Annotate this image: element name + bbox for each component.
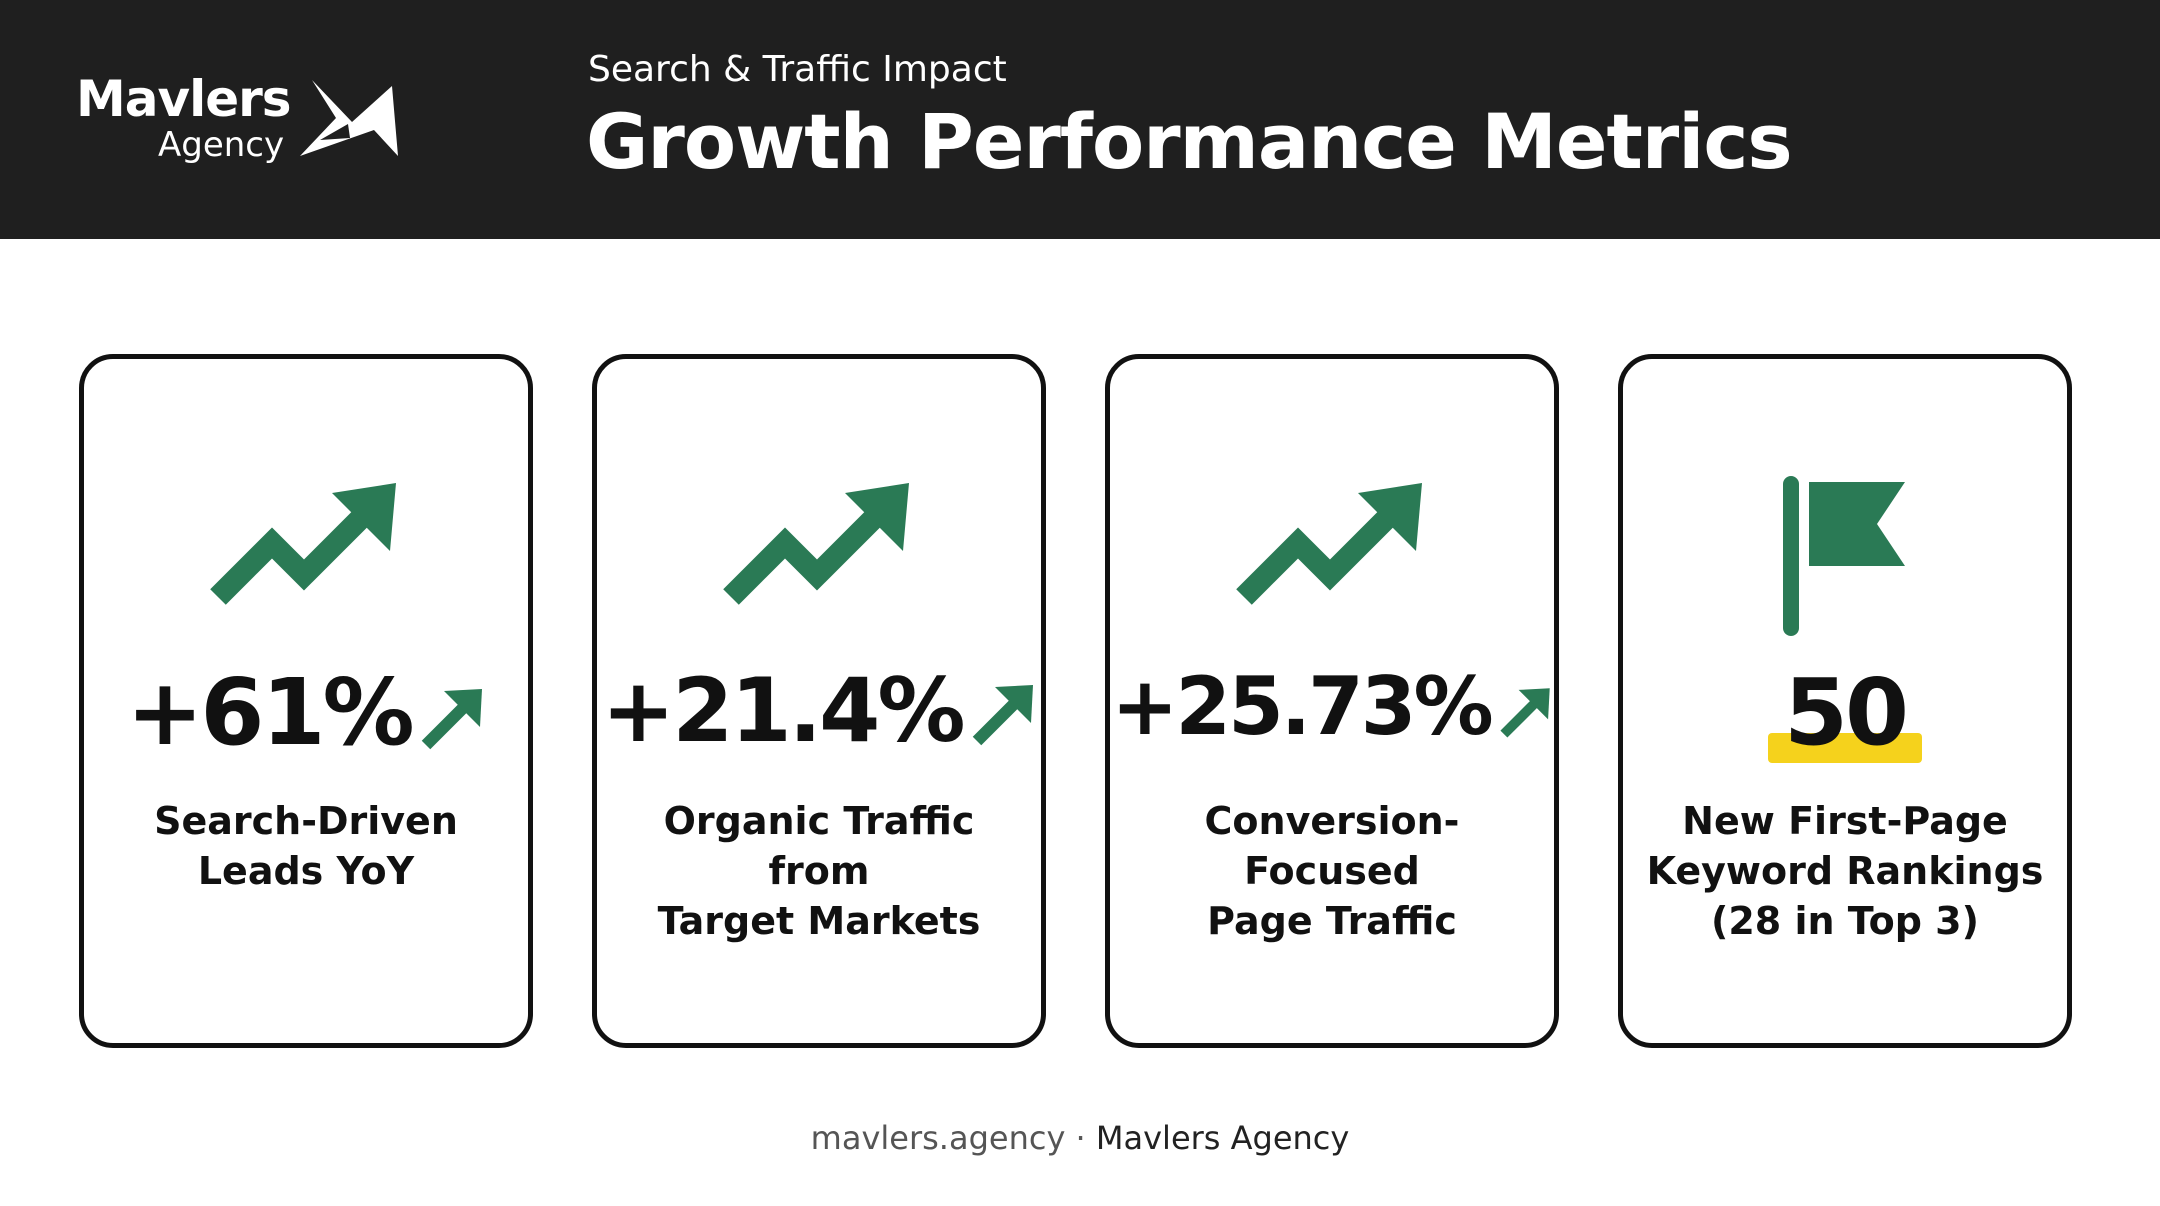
metric-value: +21.4% bbox=[601, 659, 965, 762]
page-subtitle: Search & Traffic Impact bbox=[588, 49, 1007, 90]
trend-up-icon bbox=[210, 483, 396, 605]
metric-value-row: +25.73% bbox=[1110, 667, 1554, 747]
metric-label: New First-Page Keyword Rankings (28 in T… bbox=[1646, 799, 2044, 943]
header-bar: Mavlers Agency Search & Traffic Impact G… bbox=[0, 0, 2160, 239]
footer-url[interactable]: mavlers.agency bbox=[810, 1119, 1066, 1157]
footer: mavlers.agency · Mavlers Agency bbox=[0, 1122, 2160, 1154]
footer-brand: Mavlers Agency bbox=[1095, 1119, 1350, 1157]
highlighted-value: 50 bbox=[1767, 667, 1923, 763]
metric-value-row: +61% bbox=[84, 667, 528, 759]
metric-card-conversion-traffic: +25.73% Conversion-Focused Page Traffic bbox=[1105, 354, 1559, 1048]
footer-separator: · bbox=[1075, 1119, 1086, 1157]
arrow-up-right-icon bbox=[972, 685, 1033, 746]
highlight-marker bbox=[1767, 733, 1923, 763]
trend-up-icon bbox=[723, 483, 909, 605]
metric-value: +61% bbox=[126, 659, 414, 766]
logo-wordmark: Mavlers bbox=[76, 70, 292, 128]
trend-up-icon bbox=[1236, 483, 1422, 605]
metric-label: Conversion-Focused Page Traffic bbox=[1204, 799, 1460, 943]
metric-card-organic-traffic: +21.4% Organic Traffic from Target Marke… bbox=[592, 354, 1046, 1048]
brand-logo[interactable]: Mavlers Agency bbox=[76, 74, 406, 174]
metric-card-leads: +61% Search-Driven Leads YoY bbox=[79, 354, 533, 1048]
metric-card-keyword-rankings: 50 New First-Page Keyword Rankings (28 i… bbox=[1618, 354, 2072, 1048]
logo-mark-icon bbox=[300, 80, 398, 156]
metric-label: Search-Driven Leads YoY bbox=[154, 799, 458, 893]
arrow-up-right-icon bbox=[421, 689, 482, 750]
metric-value: +25.73% bbox=[1111, 660, 1493, 753]
metric-value-row: 50 bbox=[1623, 667, 2067, 763]
metric-value: 50 bbox=[1783, 659, 1909, 766]
page-title: Growth Performance Metrics bbox=[586, 97, 1793, 186]
metric-label: Organic Traffic from Target Markets bbox=[657, 799, 981, 943]
arrow-up-right-icon bbox=[1500, 688, 1550, 738]
flag-icon bbox=[1783, 476, 1905, 636]
metric-value-row: +21.4% bbox=[597, 667, 1041, 755]
logo-subtext: Agency bbox=[158, 125, 285, 165]
